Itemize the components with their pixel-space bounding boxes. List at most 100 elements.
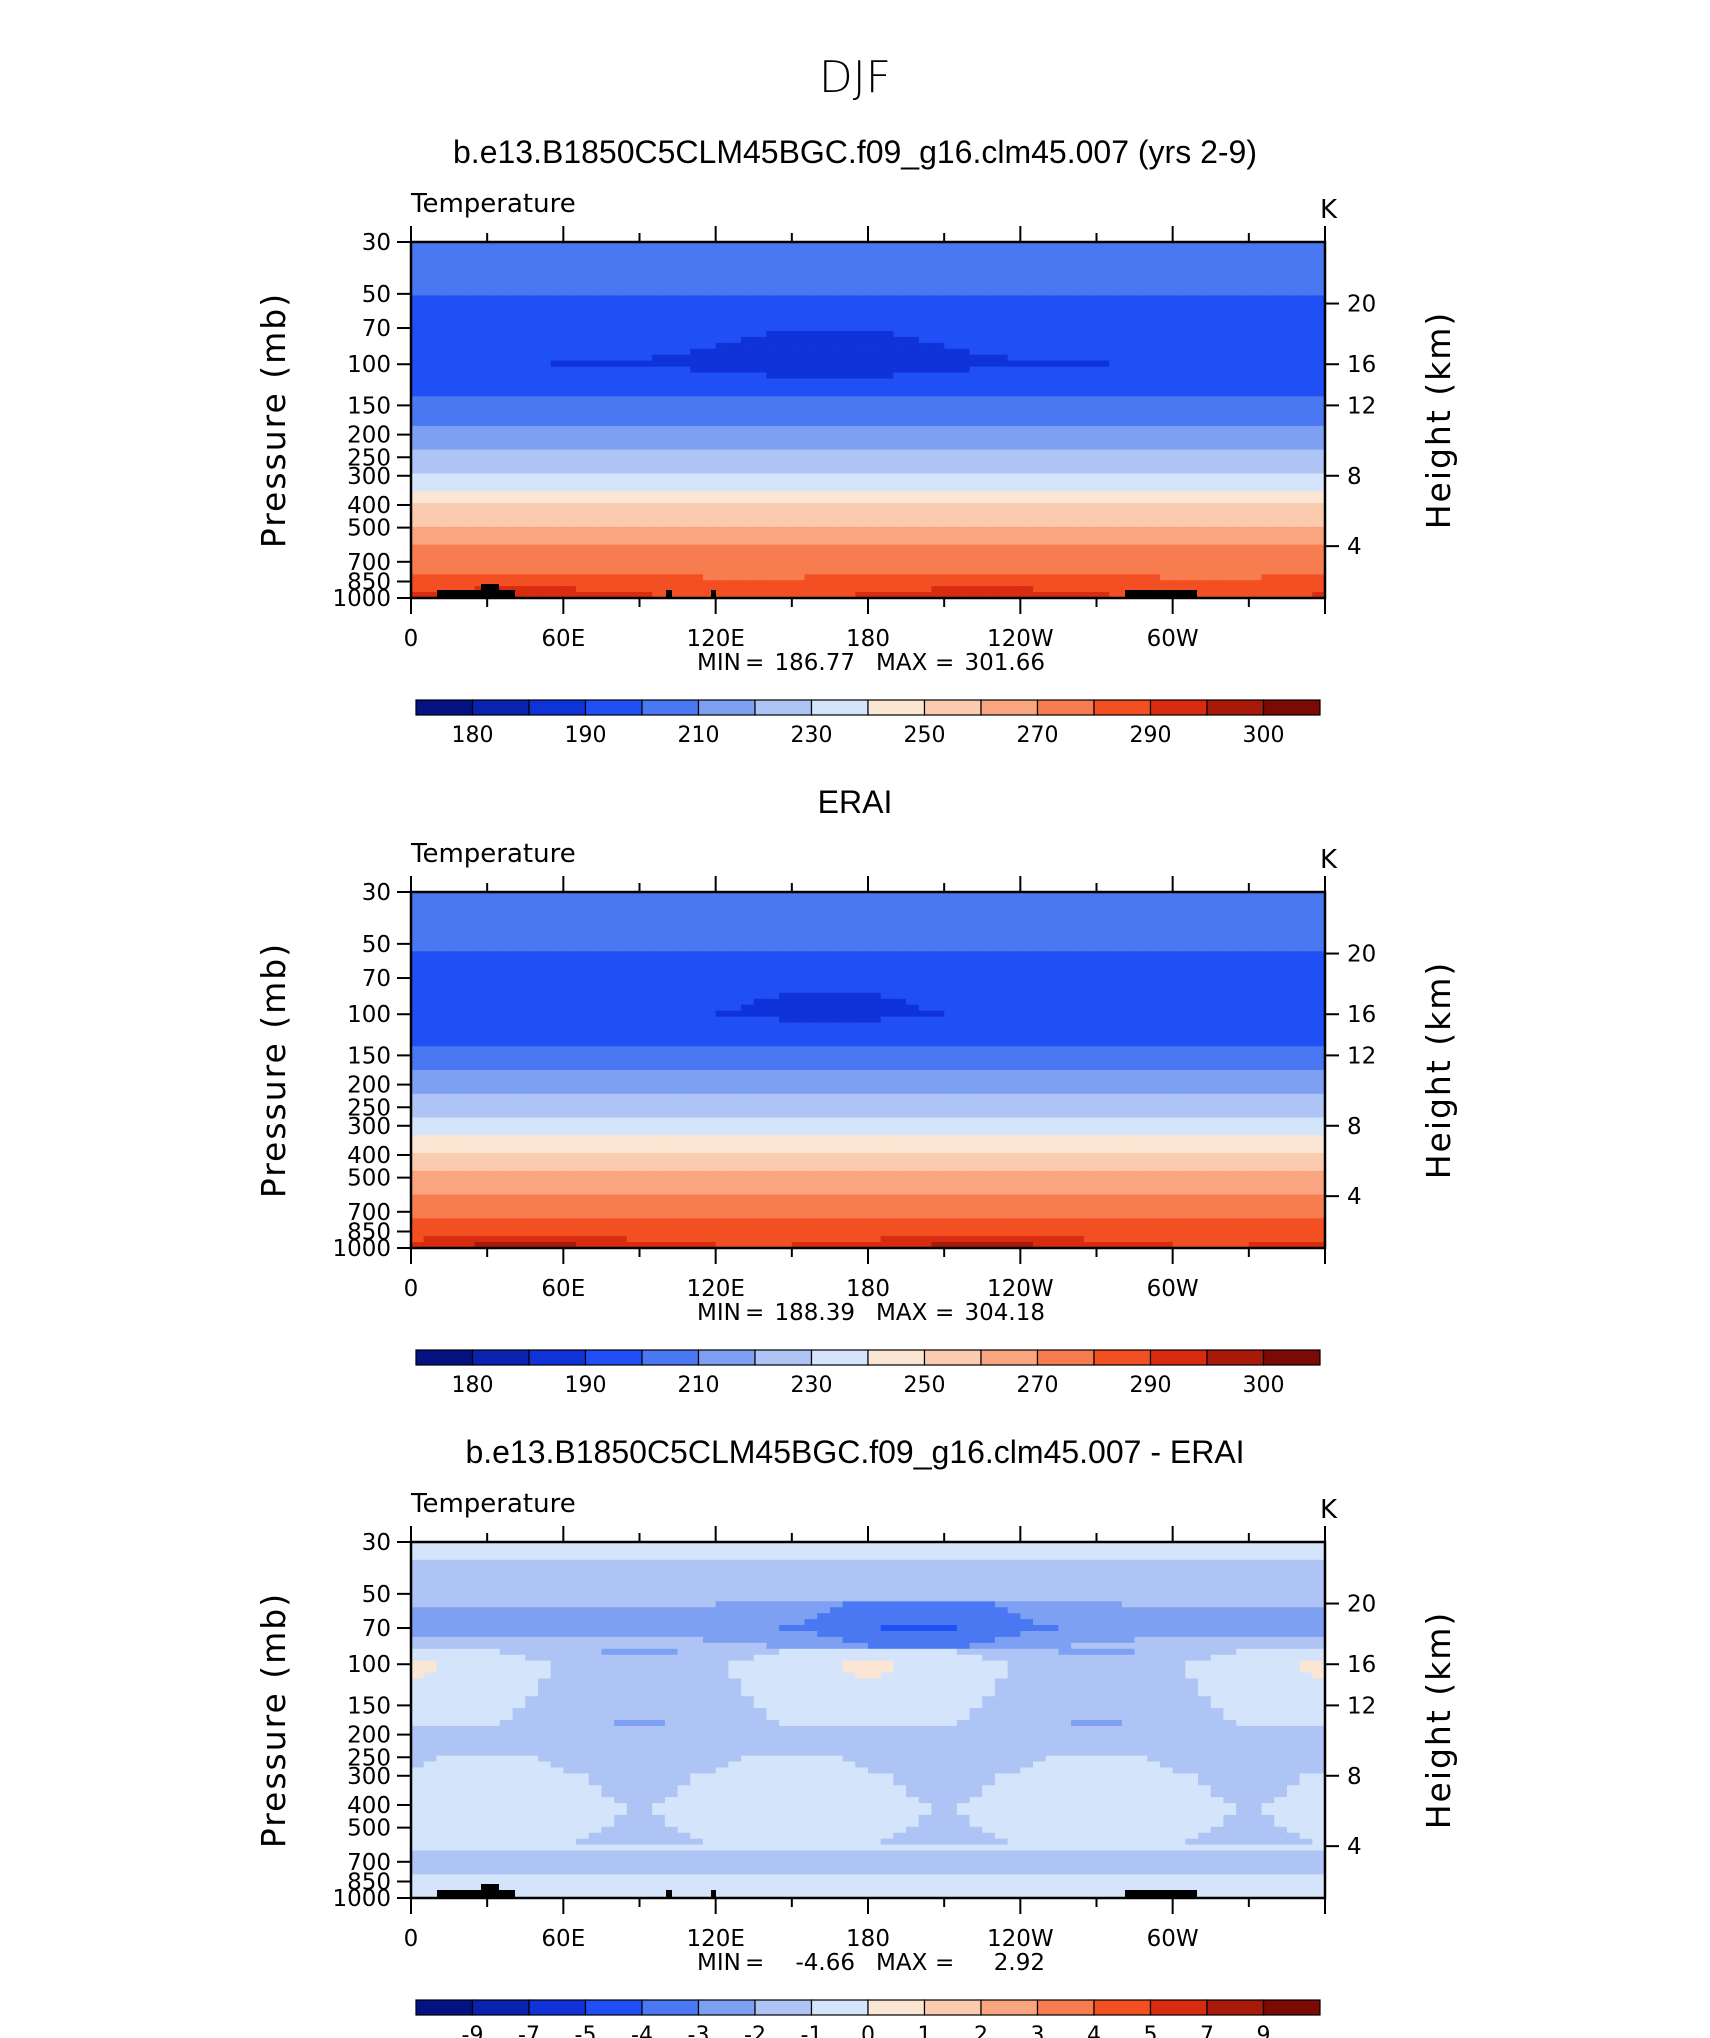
field-cell	[1236, 396, 1250, 403]
field-cell	[906, 461, 920, 469]
field-cell	[702, 301, 717, 308]
field-cell	[766, 509, 780, 516]
field-cell	[829, 301, 844, 308]
colorbar-swatch	[1149, 699, 1208, 716]
field-cell	[1198, 366, 1212, 374]
field-cell	[906, 425, 920, 433]
colorbar: 180 190 210 230 250 270 290 300	[415, 699, 1321, 748]
field-cell	[449, 420, 463, 427]
field-cell	[512, 425, 526, 433]
field-cell	[449, 449, 463, 457]
field-cell	[880, 420, 894, 427]
field-cell	[626, 396, 641, 403]
field-cell	[868, 903, 882, 911]
field-cell	[741, 384, 755, 391]
field-cell	[1299, 497, 1313, 504]
field-cell	[1134, 253, 1148, 261]
field-cell	[525, 491, 539, 498]
field-cell	[1236, 921, 1250, 929]
field-cell	[512, 461, 526, 469]
field-cell	[499, 342, 514, 350]
field-cell	[944, 897, 958, 905]
field-cell	[1210, 408, 1225, 415]
field-cell	[588, 319, 603, 326]
field-cell	[956, 342, 971, 350]
field-cell	[626, 265, 641, 273]
field-cell	[893, 526, 907, 534]
field-cell	[563, 479, 577, 486]
field-cell	[918, 301, 933, 308]
field-cell	[1312, 301, 1326, 308]
field-cell	[1312, 271, 1326, 279]
field-cell	[487, 550, 501, 558]
field-cell	[1083, 319, 1098, 326]
field-cell	[1261, 283, 1275, 291]
field-cell	[1020, 253, 1034, 261]
field-cell	[1058, 396, 1072, 403]
field-cell	[702, 532, 717, 540]
field-cell	[601, 544, 615, 552]
field-cell	[499, 556, 514, 563]
field-cell	[537, 544, 552, 552]
field-cell	[423, 538, 437, 546]
field-cell	[563, 514, 577, 522]
field-cell	[1058, 503, 1072, 510]
field-cell	[1109, 461, 1123, 469]
field-cell	[779, 455, 793, 463]
field-cell	[791, 455, 806, 463]
field-cell	[1274, 372, 1288, 380]
field-cell	[956, 319, 971, 326]
field-cell	[994, 514, 1009, 522]
field-cell	[956, 259, 971, 267]
field-cell	[1172, 503, 1186, 510]
field-cell	[1096, 497, 1110, 504]
field-cell	[1007, 449, 1021, 457]
field-cell	[715, 556, 729, 563]
field-cell	[1083, 336, 1098, 344]
field-cell	[563, 562, 577, 569]
field-cell	[817, 396, 831, 403]
field-cell	[868, 437, 882, 445]
field-cell	[829, 467, 844, 474]
field-cell	[779, 473, 793, 480]
field-cell	[474, 892, 488, 899]
field-cell	[1185, 307, 1199, 314]
field-cell	[652, 526, 666, 534]
field-cell	[1274, 574, 1288, 581]
field-cell	[1083, 408, 1098, 415]
field-cell	[817, 242, 831, 249]
field-cell	[1071, 491, 1085, 498]
field-cell	[702, 396, 717, 403]
field-cell	[1007, 538, 1021, 546]
field-cell	[1045, 247, 1060, 255]
field-cell	[664, 497, 679, 504]
field-cell	[944, 455, 958, 463]
field-cell	[842, 247, 856, 255]
field-cell	[601, 396, 615, 403]
field-cell	[1286, 348, 1301, 356]
field-cell	[1210, 903, 1225, 911]
field-cell	[1198, 897, 1212, 905]
field-cell	[1210, 414, 1225, 421]
field-cell	[601, 319, 615, 326]
field-cell	[931, 455, 945, 463]
field-cell	[1236, 242, 1250, 249]
x-tick-label: 0	[404, 626, 419, 652]
field-cell	[702, 526, 717, 534]
field-cell	[906, 414, 920, 421]
field-cell	[1286, 378, 1301, 385]
field-cell	[855, 538, 869, 546]
field-cell	[449, 568, 463, 575]
field-cell	[1261, 384, 1275, 391]
field-cell	[779, 479, 793, 486]
field-cell	[728, 319, 742, 326]
field-cell	[741, 348, 755, 356]
field-cell	[1071, 247, 1085, 255]
field-cell	[829, 437, 844, 445]
field-cell	[842, 503, 856, 510]
field-cell	[512, 372, 526, 380]
field-cell	[702, 408, 717, 415]
field-cell	[1147, 455, 1161, 463]
field-cell	[677, 354, 691, 362]
field-cell	[728, 253, 742, 261]
